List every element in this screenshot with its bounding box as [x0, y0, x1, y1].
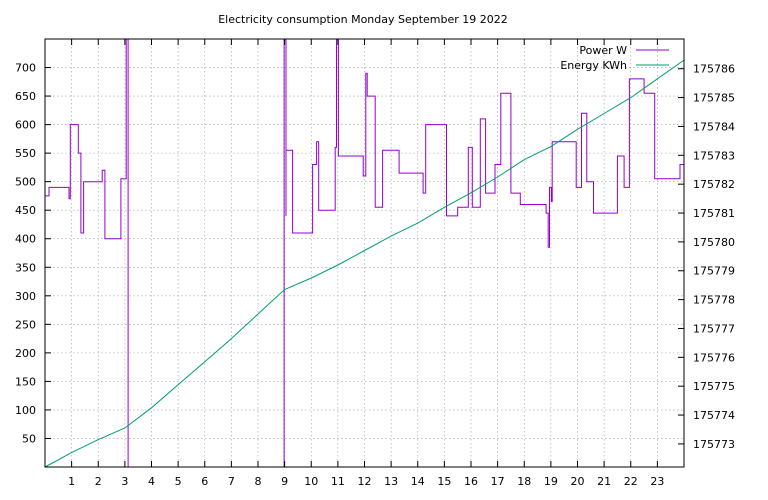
series-line-power-w [45, 38, 685, 468]
x-tick-label: 14 [411, 475, 425, 488]
y2-tick-label: 175782 [693, 178, 735, 191]
y2-tick-label: 175778 [693, 294, 735, 307]
y2-tick-label: 175773 [693, 438, 735, 451]
x-tick-label: 16 [464, 475, 478, 488]
x-tick-label: 23 [650, 475, 664, 488]
y-tick-label: 150 [15, 375, 36, 388]
axes: 1 2 3 4 5 6 7 8 9 10 11 12 13 14 15 16 17 18 19 20 21 22 23501… [15, 39, 735, 488]
y-tick-label: 50 [22, 432, 36, 445]
x-tick-label: 22 [624, 475, 638, 488]
y-tick-label: 400 [15, 233, 36, 246]
x-tick-label: 17 [491, 475, 505, 488]
x-tick-label: 11 [331, 475, 345, 488]
y2-tick-label: 175774 [693, 409, 735, 422]
y2-tick-label: 175786 [693, 63, 735, 76]
x-tick-label: 15 [437, 475, 451, 488]
y2-tick-label: 175779 [693, 265, 735, 278]
plot-area [44, 38, 685, 468]
y2-tick-label: 175783 [693, 149, 735, 162]
y-tick-label: 700 [15, 62, 36, 75]
x-tick-label: 12 [358, 475, 372, 488]
y2-tick-label: 175785 [693, 92, 735, 105]
x-tick-label: 7 [228, 475, 235, 488]
x-tick-label: 13 [384, 475, 398, 488]
y2-tick-label: 175784 [693, 120, 735, 133]
x-tick-label: 20 [571, 475, 585, 488]
y-tick-label: 100 [15, 404, 36, 417]
y2-tick-label: 175780 [693, 236, 735, 249]
x-tick-label: 21 [597, 475, 611, 488]
x-tick-label: 2 [95, 475, 102, 488]
x-tick-label: 19 [544, 475, 558, 488]
series-line-energy-kwh [44, 59, 685, 468]
y-tick-label: 500 [15, 176, 36, 189]
y-tick-label: 350 [15, 261, 36, 274]
y-tick-label: 650 [15, 90, 36, 103]
y2-tick-label: 175781 [693, 207, 735, 220]
chart-title: Electricity consumption Monday September… [218, 13, 508, 26]
legend-label-power: Power W [579, 44, 627, 57]
x-tick-label: 5 [175, 475, 182, 488]
x-tick-label: 18 [517, 475, 531, 488]
y2-tick-label: 175777 [693, 322, 735, 335]
y-tick-label: 300 [15, 290, 36, 303]
y-tick-label: 450 [15, 204, 36, 217]
x-tick-label: 4 [148, 475, 155, 488]
y-tick-label: 250 [15, 318, 36, 331]
y-tick-label: 600 [15, 119, 36, 132]
legend-label-energy: Energy KWh [560, 59, 627, 72]
grid [45, 39, 684, 467]
x-tick-label: 1 [68, 475, 75, 488]
y2-tick-label: 175775 [693, 380, 735, 393]
x-tick-label: 6 [201, 475, 208, 488]
legend: Power W Energy KWh [560, 44, 669, 72]
x-tick-label: 8 [255, 475, 262, 488]
y-tick-label: 200 [15, 347, 36, 360]
x-tick-label: 10 [304, 475, 318, 488]
x-tick-label: 3 [121, 475, 128, 488]
y2-tick-label: 175776 [693, 351, 735, 364]
y-tick-label: 550 [15, 147, 36, 160]
x-tick-label: 9 [281, 475, 288, 488]
